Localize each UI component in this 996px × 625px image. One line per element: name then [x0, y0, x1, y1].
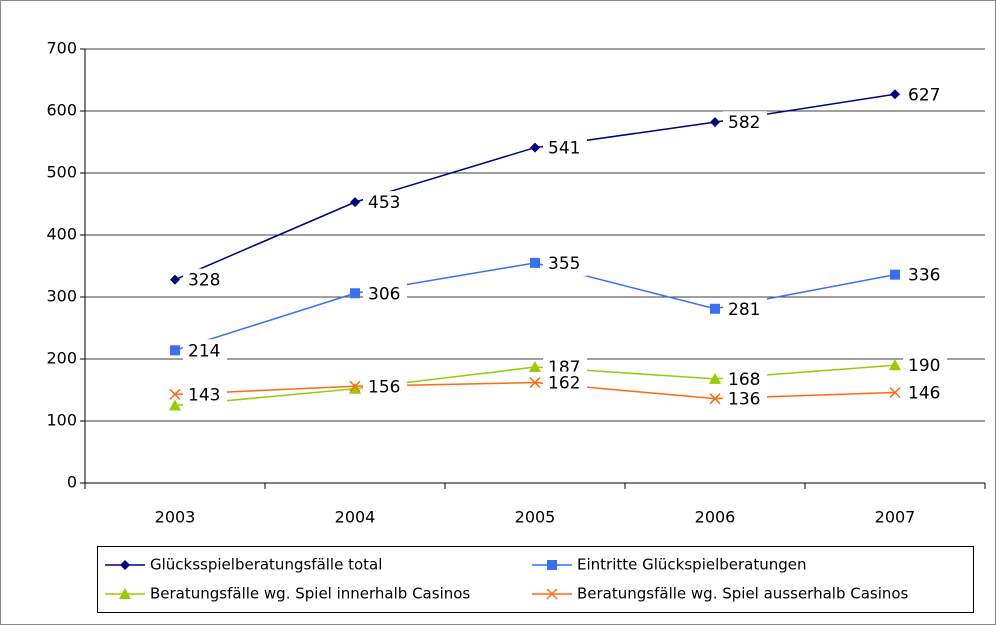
marker	[349, 382, 361, 394]
marker	[889, 359, 901, 371]
x-tick-label: 2007	[875, 508, 916, 527]
data-label-bg	[543, 136, 587, 161]
data-label: 214	[188, 341, 220, 361]
legend-label: Beratungsfälle wg. Spiel ausserhalb Casi…	[577, 585, 909, 603]
x-tick-label: 2006	[695, 508, 736, 527]
marker	[119, 588, 131, 599]
marker	[890, 89, 900, 100]
marker	[349, 380, 361, 392]
data-label-bg	[183, 268, 227, 293]
data-label: 541	[548, 139, 580, 159]
marker	[890, 269, 900, 280]
marker	[709, 372, 721, 384]
legend-label: Eintritte Glückspielberatungen	[577, 556, 807, 574]
legend-label: Beratungsfälle wg. Spiel innerhalb Casin…	[150, 585, 470, 603]
data-label-bg	[183, 339, 227, 364]
marker	[546, 588, 558, 600]
y-tick-label: 100	[46, 411, 77, 430]
x-tick-label: 2003	[155, 508, 196, 527]
data-label-bg	[723, 111, 767, 136]
data-label: 306	[368, 284, 400, 304]
marker	[169, 399, 181, 411]
data-label-bg	[363, 191, 407, 216]
legend-box	[97, 546, 974, 613]
marker	[120, 560, 130, 570]
data-label-bg	[363, 282, 407, 307]
data-label-bg	[903, 354, 947, 379]
x-tick-label: 2005	[515, 508, 556, 527]
data-label: 281	[728, 300, 760, 320]
marker	[170, 274, 180, 285]
data-label: 190	[908, 356, 940, 376]
marker	[889, 386, 901, 399]
data-label: 355	[548, 254, 580, 274]
data-label-bg	[723, 297, 767, 322]
marker	[547, 560, 557, 570]
data-label-bg	[543, 251, 587, 276]
data-label: 582	[728, 113, 760, 133]
data-label: 453	[368, 193, 400, 213]
data-label-bg	[363, 375, 407, 400]
data-label: 136	[728, 390, 760, 410]
marker	[170, 345, 180, 356]
marker	[529, 377, 541, 389]
data-label: 162	[548, 374, 580, 394]
data-label-bg	[723, 387, 767, 412]
marker	[530, 257, 540, 268]
data-label: 156	[368, 377, 400, 397]
marker	[710, 117, 720, 128]
data-label-bg	[903, 381, 947, 406]
marker	[350, 197, 360, 208]
marker	[530, 142, 540, 153]
y-tick-label: 0	[67, 473, 77, 492]
y-tick-label: 200	[46, 349, 77, 368]
data-label-bg	[903, 263, 947, 288]
y-tick-label: 400	[46, 225, 77, 244]
x-tick-label: 2004	[335, 508, 376, 527]
data-label-bg	[543, 371, 587, 396]
data-label: 143	[188, 385, 220, 405]
y-tick-label: 500	[46, 163, 77, 182]
y-tick-label: 700	[46, 39, 77, 58]
marker	[169, 388, 181, 400]
data-label: 328	[188, 271, 220, 291]
marker	[710, 303, 720, 314]
y-tick-label: 300	[46, 287, 77, 306]
data-label: 168	[728, 370, 760, 390]
data-label-bg	[903, 83, 947, 108]
data-label-bg	[183, 383, 227, 408]
marker	[350, 288, 360, 299]
y-tick-label: 600	[46, 101, 77, 120]
data-label: 146	[908, 383, 940, 403]
data-label: 627	[908, 85, 940, 105]
legend-label: Glücksspielberatungsfälle total	[150, 556, 382, 574]
marker	[709, 393, 721, 405]
data-label: 336	[908, 266, 940, 286]
marker	[529, 361, 541, 373]
